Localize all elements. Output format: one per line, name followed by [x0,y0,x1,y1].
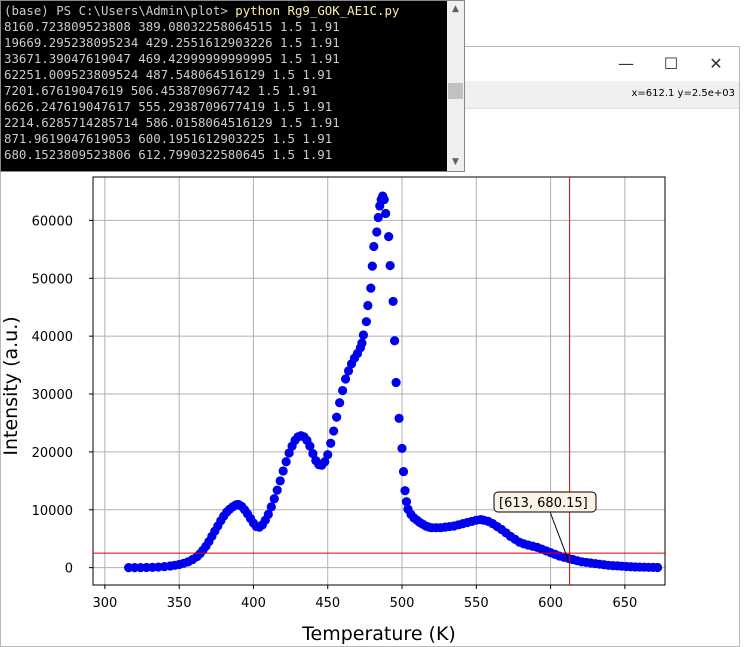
data-point [372,227,382,237]
data-point [284,448,294,458]
maximize-button[interactable]: ☐ [663,54,679,73]
console-line: 62251.009523809524 487.548064516129 1.5 … [4,67,333,82]
data-point [401,497,412,507]
x-tick-label: 650 [612,596,637,611]
console-command: python Rg9_GOK_AE1C.py [235,3,400,18]
data-point [379,194,389,205]
data-point [369,241,379,252]
data-point [385,260,395,271]
console-line: 6626.247619047617 555.2938709677419 1.5 … [4,99,333,114]
x-tick-label: 450 [315,596,340,611]
x-tick-label: 500 [390,596,415,611]
y-axis-label: Intensity (a.u.) [0,316,22,455]
data-point [398,466,409,477]
data-point [272,485,282,495]
x-tick-label: 400 [241,596,266,611]
console-output: (base) PS C:\Users\Admin\plot> python Rg… [4,3,444,163]
data-point [361,317,371,327]
y-tick-label: 60000 [32,214,73,229]
console-line: 33671.39047619047 469.42999999999995 1.5… [4,51,340,66]
data-point [332,412,342,422]
data-point [367,261,377,271]
console-scrollbar[interactable]: ▲ ▼ [447,1,464,171]
y-tick-label: 10000 [32,504,73,519]
data-point [390,336,400,346]
data-series [124,191,663,573]
data-point [281,457,291,467]
x-axis-label: Temperature (K) [301,623,456,645]
data-point [384,232,394,242]
annotation-label: [613, 680.15] [499,496,588,511]
axis-ticks: 300 350 400 450 500 550 600 650 0 10000 20000 30000… [32,214,638,611]
close-button[interactable]: ✕ [709,54,723,73]
data-point [269,494,279,504]
data-point [363,300,373,311]
data-point [340,374,351,384]
data-point [391,377,401,388]
minimize-button[interactable]: — [618,54,634,73]
data-point [263,509,273,519]
data-point [343,366,354,376]
x-tick-label: 300 [92,596,117,611]
data-point [335,398,345,408]
data-point [320,457,330,467]
console-window[interactable]: (base) PS C:\Users\Admin\plot> python Rg… [0,0,465,172]
y-tick-label: 20000 [32,446,73,461]
chevron-down-icon[interactable]: ▼ [452,157,459,167]
console-line: 8160.723809523808 389.08032258064515 1.5… [4,19,340,34]
annotation-arrow [549,511,571,564]
x-tick-label: 600 [538,596,563,611]
data-point [266,502,276,512]
data-point [275,476,285,486]
data-point [652,562,663,573]
console-line: 680.1523809523806 612.7990322580645 1.5 … [4,147,333,162]
x-tick-label: 550 [464,596,489,611]
data-point [397,443,407,454]
console-line: 19669.295238095234 429.2551612903226 1.5… [4,35,340,50]
data-point [278,466,288,476]
data-point [308,449,318,459]
console-prompt: (base) PS C:\Users\Admin\plot> [4,3,236,18]
annotation-box: [613, 680.15] [493,491,597,513]
y-tick-label: 0 [65,562,73,577]
data-point [323,450,333,460]
data-point [326,438,336,448]
x-tick-label: 350 [167,596,192,611]
y-tick-label: 50000 [32,272,73,287]
data-point [305,441,315,451]
chevron-up-icon[interactable]: ▲ [452,4,459,14]
grid-lines [93,177,665,585]
data-point [388,296,398,307]
data-point [381,208,391,219]
console-line: 871.9619047619053 600.1951612903225 1.5 … [4,131,333,146]
data-point [366,283,376,293]
data-point [329,426,339,436]
y-tick-label: 30000 [32,388,73,403]
console-line: 2214.6285714285714 586.0158064516129 1.5… [4,115,340,130]
scrollbar-thumb[interactable] [448,83,463,99]
y-tick-label: 40000 [32,330,73,345]
data-point [358,330,368,340]
data-point [338,385,348,396]
data-point [394,413,404,423]
data-point [400,486,410,496]
console-line: 7201.67619047619 506.453870967742 1.5 1.… [4,83,318,98]
plot-frame [92,176,666,586]
data-point [357,338,367,348]
data-point [373,212,383,223]
console-lines: 8160.723809523808 389.08032258064515 1.5… [4,19,340,162]
coordinate-readout: x=612.1 y=2.5e+03 [631,88,735,99]
